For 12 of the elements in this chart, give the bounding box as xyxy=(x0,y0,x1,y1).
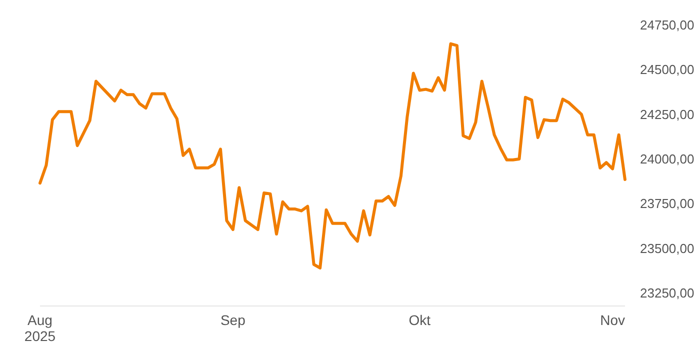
y-tick-label: 24250,00 xyxy=(640,106,694,122)
x-tick-label: Nov xyxy=(600,312,626,328)
y-tick-label: 24750,00 xyxy=(640,18,694,33)
line-series xyxy=(38,42,626,270)
y-tick-label: 23250,00 xyxy=(640,286,694,301)
y-tick-label: 24000,00 xyxy=(640,152,694,167)
x-tick-label: Sep xyxy=(220,312,246,328)
y-tick-label: 23750,00 xyxy=(640,196,694,212)
x-tick-label: Okt xyxy=(408,312,431,328)
y-tick-label: 24500,00 xyxy=(640,62,694,78)
y-tick-label: 23500,00 xyxy=(640,240,694,256)
x-tick-label: Aug 2025 xyxy=(24,312,56,344)
